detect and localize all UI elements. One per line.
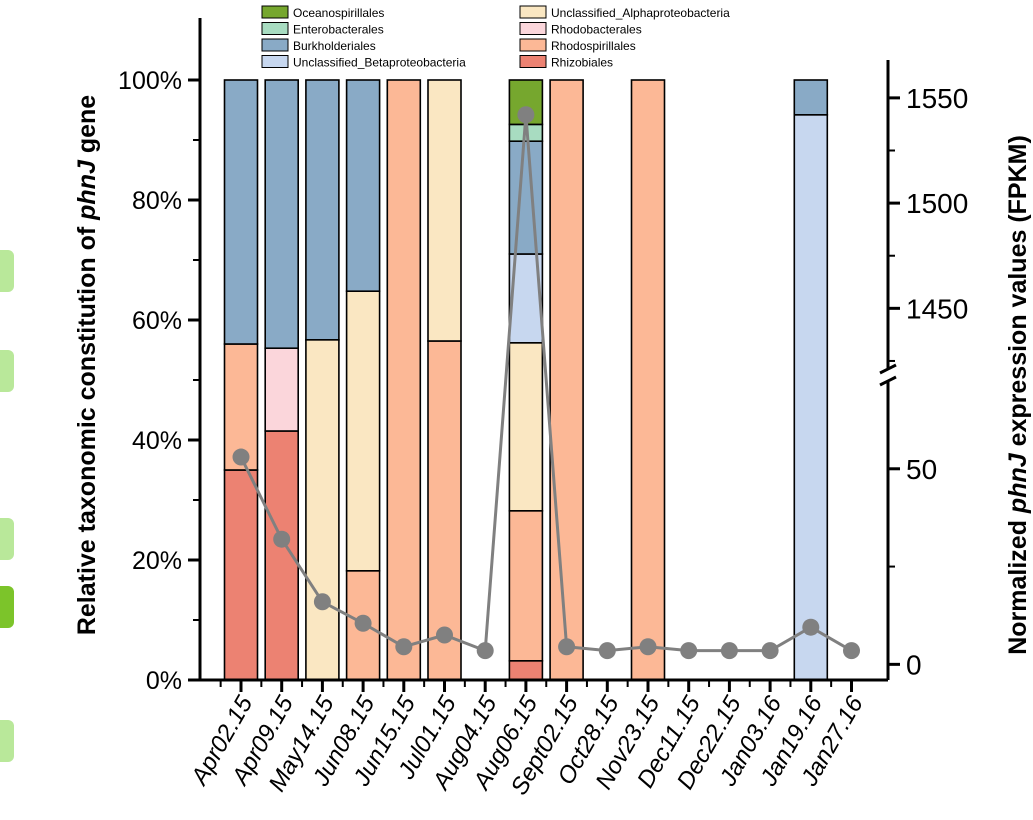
y-axis-left-tick-label: 20% [132,547,182,575]
axis-break-mark [879,363,897,375]
y-axis-right-tick-label: 1550 [906,83,968,114]
y-axis-left-tick-label: 40% [132,427,182,455]
y-axis-right-tick-label: 50 [906,454,937,485]
expression-point [720,642,738,660]
expression-point [802,618,820,636]
expression-point [273,530,291,548]
y-axis-left-tick-label: 80% [132,187,182,215]
expression-point [843,642,860,660]
expression-line [239,114,853,653]
bar-segment-rhizobiales [508,659,544,681]
legend-label: Rhodospirillales [551,39,636,53]
expression-point [761,642,779,660]
bar-segment-burkholderiales [345,79,381,292]
expression-point [436,626,453,644]
side-tab[interactable] [0,518,14,560]
bar-segment-unclassified-alphaproteobacteria [345,290,381,572]
side-tab-active[interactable] [0,586,14,628]
expression-point [680,642,698,660]
legend-label: Burkholderiales [293,39,376,53]
expression-point [232,448,250,466]
bar-segment-unclassified-alphaproteobacteria [305,338,340,681]
expression-point [558,638,576,656]
bar-segment-rhodospirillales [630,79,666,681]
legend-label: Enterobacterales [293,23,384,37]
y-axis-label-left: Relative taxonomic constitution of phnJ … [73,95,101,635]
bar-segment-rhodospirillales [549,79,584,681]
legend-swatch [519,22,547,35]
bar-segment-burkholderiales [223,79,259,345]
y-axis-left-tick-label: 100% [118,67,182,95]
bar-segment-burkholderiales [305,79,340,341]
legend-swatch [261,55,289,68]
bar-layer [223,79,829,681]
bar-segment-rhodobacterales [264,347,300,432]
expression-point [598,642,616,660]
legend-swatch [519,55,547,68]
legend-swatch [519,38,547,52]
legend-label: Oceanospirillales [293,6,384,20]
y-axis-right-tick-label: 0 [906,649,922,680]
bar-segment-burkholderiales [508,140,544,255]
bar-segment-rhizobiales [223,469,259,681]
expression-line-layer [232,106,860,660]
y-axis-label-right-part: Normalized [1004,513,1032,655]
legend-swatch [261,38,289,52]
expression-point [517,106,535,124]
bar-segment-burkholderiales [793,79,829,116]
expression-point [639,638,657,656]
side-tab[interactable] [0,250,14,292]
y-axis-left-tick-label: 60% [132,307,182,335]
expression-point [354,614,372,632]
legend-label: Unclassified_Alphaproteobacteria [551,6,730,20]
legend-swatch [261,22,289,35]
legend-label: Unclassified_Betaproteobacteria [293,56,466,70]
y-axis-label-left-part: gene [73,95,101,160]
y-axis-label-right: Normalized phnJ expression values (FPKM) [1004,135,1032,655]
expression-point [476,642,494,660]
bar-segment-rhodospirillales [386,79,422,681]
y-axis-left-tick-label: 0% [146,667,182,695]
y-axis-label-right-part: expression values (FPKM) [1004,135,1032,453]
y-axis-right-tick-label: 1500 [906,188,968,219]
bar-segment-rhodospirillales [508,509,544,662]
bar-segment-unclassified-alphaproteobacteria [427,79,462,342]
legend-swatch [261,5,289,19]
y-axis-right-tick-label: 1450 [906,293,968,324]
bar-segment-unclassified-betaproteobacteria [793,114,829,681]
axis-break-mark [879,375,897,387]
legend-label: Rhizobiales [551,56,613,70]
bar-segment-unclassified-alphaproteobacteria [508,341,544,512]
legend-label: Rhodobacterales [551,23,642,37]
expression-point [395,638,413,656]
y-axis-label-left-gene: phnJ [73,159,101,221]
legend: Oceanospirillales Enterobacterales Burkhol… [261,5,730,70]
expression-point [313,593,331,611]
y-axis-label-left-part: Relative taxonomic constitution of [73,220,101,635]
y-axis-label-right-gene: phnJ [1004,452,1032,514]
side-tab[interactable] [0,350,14,392]
side-tab[interactable] [0,720,14,762]
bar-segment-burkholderiales [264,79,300,350]
legend-swatch [519,5,547,19]
